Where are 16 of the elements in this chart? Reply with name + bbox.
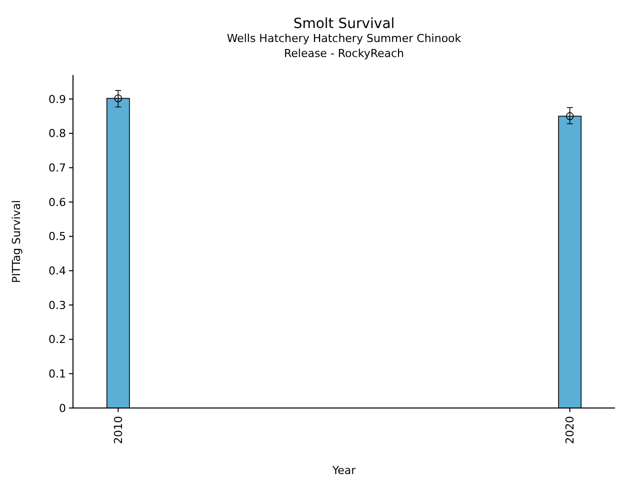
- y-tick-label: 0.9: [48, 92, 66, 106]
- y-tick-label: 0.4: [48, 264, 66, 278]
- x-axis-title: Year: [331, 464, 356, 477]
- y-tick-label: 0.5: [48, 230, 66, 244]
- y-axis-title: PITTag Survival: [10, 200, 23, 283]
- y-tick-label: 0.6: [48, 196, 66, 209]
- y-tick-label: 0.7: [48, 162, 66, 175]
- chart-title: Smolt Survival: [293, 16, 395, 32]
- y-tick-label: 0.3: [48, 298, 66, 312]
- y-tick-label: 0.8: [48, 127, 66, 140]
- y-tick-label: 0.1: [48, 368, 66, 381]
- chart-subtitle: Wells Hatchery Hatchery Summer Chinook Release - RockyReach: [226, 32, 462, 60]
- x-tick-label: 2010: [112, 416, 126, 444]
- y-tick-label: 0: [59, 402, 66, 415]
- x-tick-label: 2020: [564, 416, 577, 444]
- y-tick-label: 0.2: [48, 333, 66, 346]
